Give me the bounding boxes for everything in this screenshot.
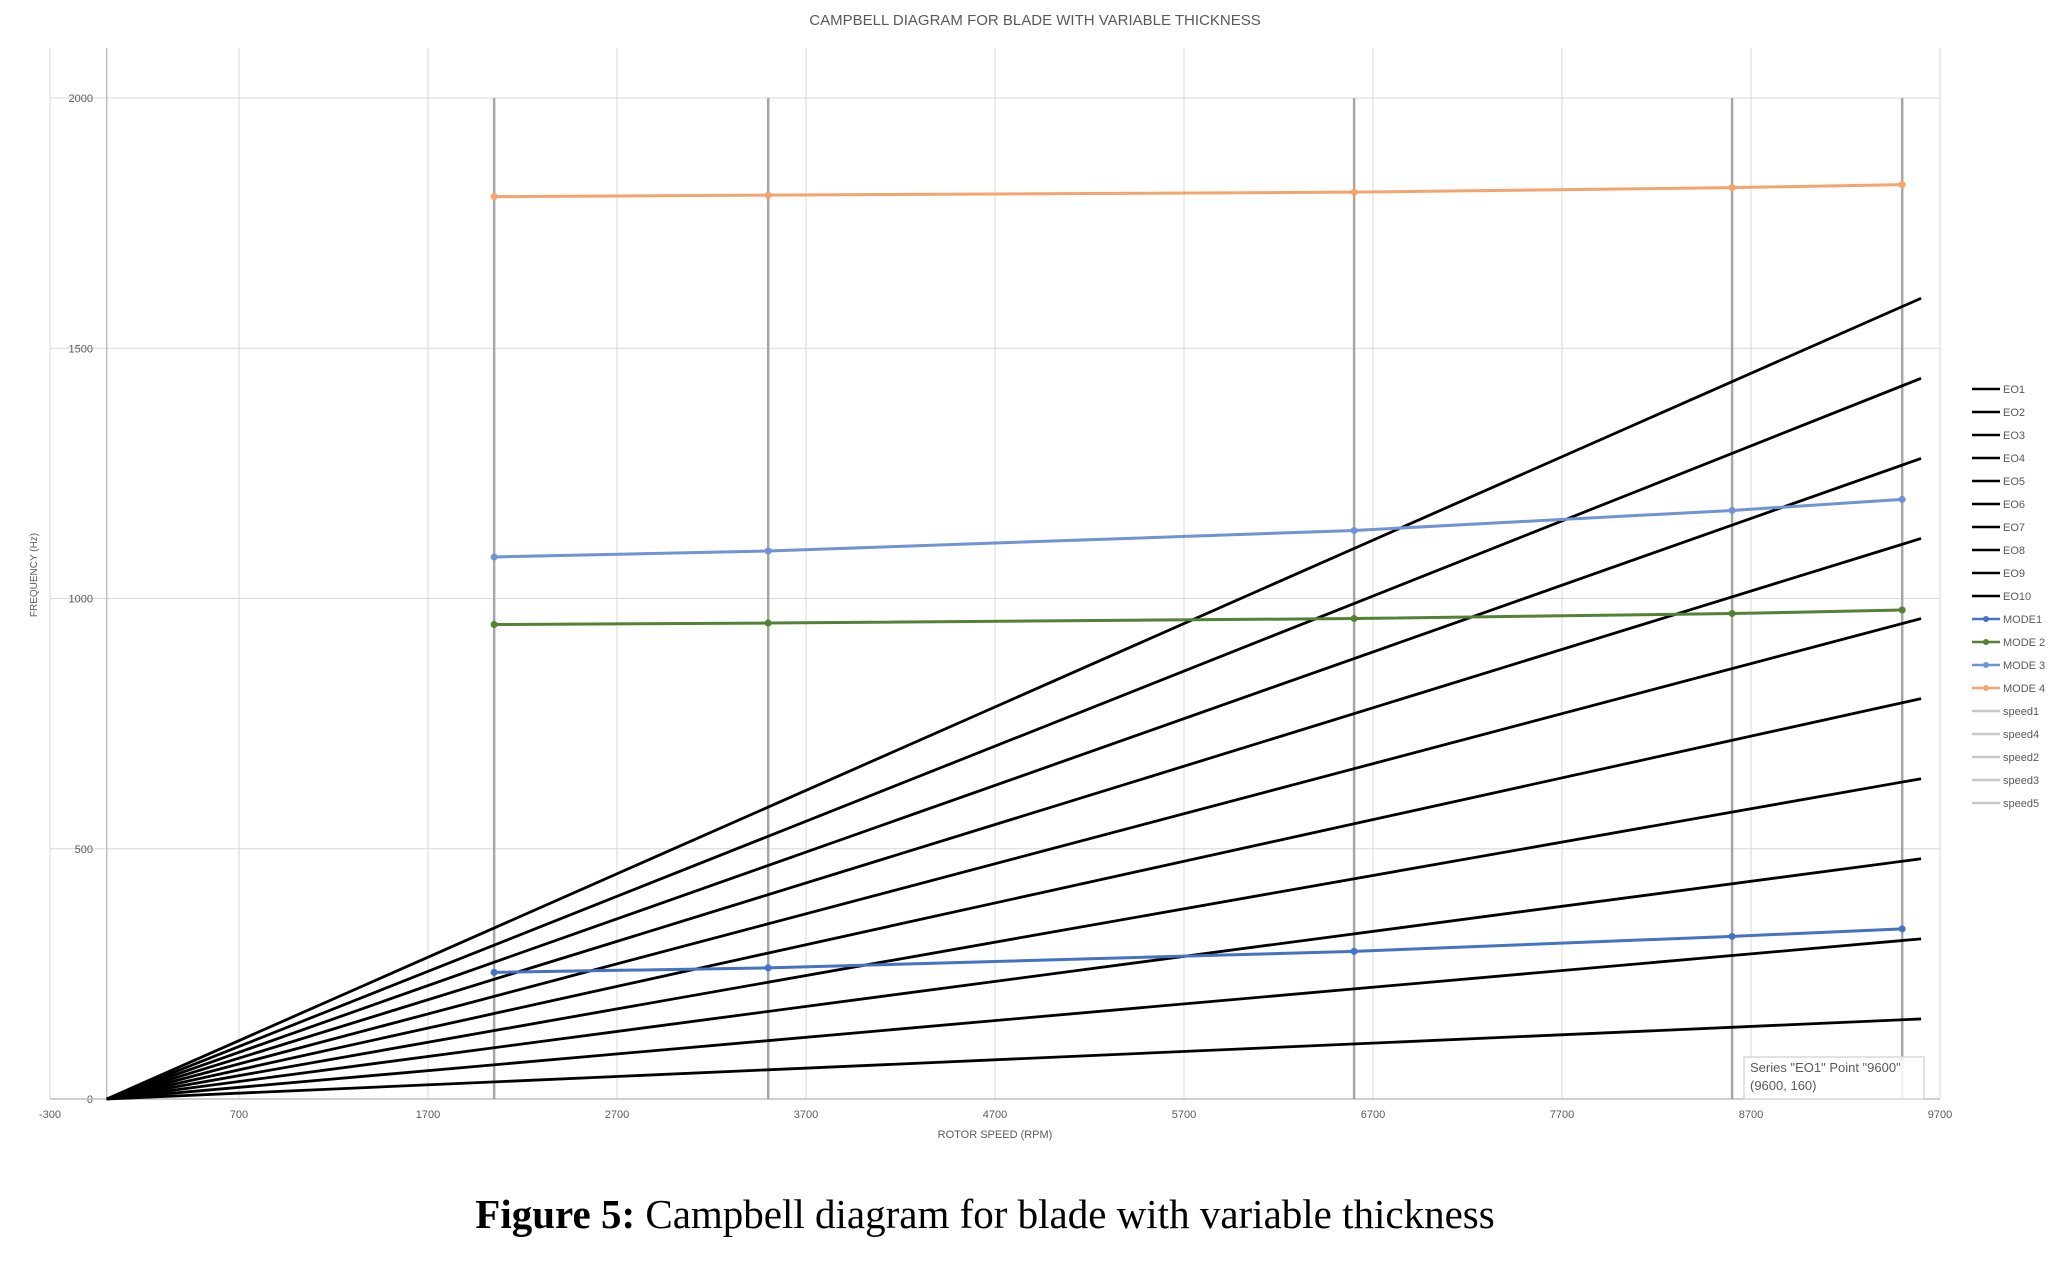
eo-line-eo1 [106,1017,1922,1101]
engine-order-lines [106,296,1922,1101]
mode-line-mode4 [494,183,1903,199]
x-tick-label: 8700 [1739,1109,1763,1121]
legend-label: EO10 [2003,591,2031,603]
mode-lines [490,181,1906,976]
legend-marker [1983,685,1989,691]
legend-marker [1983,639,1989,645]
legend-label: speed3 [2003,775,2039,787]
mode-point-mode4 [764,191,772,199]
data-point-tooltip: Series "EO1" Point "9600" (9600, 160) [1743,1056,1925,1100]
legend-label: speed4 [2003,729,2039,741]
tooltip-box [1743,1056,1925,1100]
mode-point-mode2 [1898,606,1906,614]
eo-line-eo4 [106,777,1922,1101]
legend-marker [1983,662,1989,668]
eo-line-eo6 [106,617,1922,1101]
y-tick-label: 2000 [69,93,93,105]
legend-label: MODE 3 [2003,660,2045,672]
mode-point-mode1 [1728,932,1736,940]
caption-label: Figure 5: [475,1191,636,1237]
mode-point-mode4 [1350,188,1358,196]
legend-label: speed5 [2003,798,2039,810]
legend-label: EO9 [2003,568,2025,580]
mode-point-mode3 [490,553,498,561]
mode-point-mode4 [1898,181,1906,189]
legend-label: MODE 2 [2003,637,2045,649]
x-tick-label: 7700 [1550,1109,1574,1121]
legend-label: EO7 [2003,522,2025,534]
x-tick-label: 700 [230,1109,248,1121]
mode-point-mode1 [764,964,772,972]
legend-label: MODE1 [2003,614,2042,626]
mode-point-mode3 [1350,526,1358,534]
x-axis-title: ROTOR SPEED (RPM) [938,1129,1053,1141]
mode-point-mode3 [1728,506,1736,514]
tooltip-line2: (9600, 160) [1750,1078,1817,1093]
mode-point-mode1 [1898,925,1906,933]
legend-label: EO3 [2003,430,2025,442]
eo-line-eo3 [106,857,1922,1101]
mode-point-mode3 [1898,495,1906,503]
legend-label: speed1 [2003,706,2039,718]
mode-point-mode4 [1728,184,1736,192]
caption-text: Campbell diagram for blade with variable… [645,1191,1495,1237]
legend-label: EO5 [2003,476,2025,488]
mode-point-mode1 [490,968,498,976]
x-tick-label: 4700 [983,1109,1007,1121]
x-tick-label: 1700 [416,1109,440,1121]
mode-point-mode2 [764,619,772,627]
eo-line-eo2 [106,937,1922,1101]
x-tick-label: 5700 [1172,1109,1196,1121]
y-tick-label: 1000 [69,594,93,606]
mode-point-mode2 [490,621,498,629]
eo-line-eo7 [106,537,1922,1101]
y-tick-label: 500 [75,844,93,856]
y-axis-title: FREQUENCY (Hz) [29,533,40,617]
chart-title: CAMPBELL DIAGRAM FOR BLADE WITH VARIABLE… [809,12,1261,29]
x-tick-label: 3700 [794,1109,818,1121]
eo-line-eo10 [106,296,1922,1101]
mode-point-mode2 [1728,610,1736,618]
mode-point-mode3 [764,547,772,555]
axes: -300 700 1700 2700 3700 4700 5700 6700 7700 8700 9… [39,48,1952,1121]
mode-point-mode1 [1350,947,1358,955]
eo-line-eo5 [106,697,1922,1101]
legend-label: speed2 [2003,752,2039,764]
y-tick-label: 0 [87,1094,93,1106]
tooltip-line1: Series "EO1" Point "9600" [1750,1060,1901,1075]
mode-line-mode3 [494,497,1903,559]
x-tick-label: 2700 [605,1109,629,1121]
y-tick-label: 1500 [69,343,93,355]
mode-point-mode2 [1350,615,1358,623]
mode-point-mode4 [490,193,498,201]
legend-label: EO1 [2003,384,2025,396]
x-tick-label: 9700 [1928,1109,1952,1121]
legend: EO1 EO2 EO3 EO4 EO5 EO6 EO7 EO8 EO9 EO10 MODE1 MODE… [1972,384,2045,810]
legend-label: EO8 [2003,545,2025,557]
figure-caption: Figure 5: Campbell diagram for blade wit… [0,1190,1970,1238]
legend-label: EO6 [2003,499,2025,511]
x-tick-label: -300 [39,1109,61,1121]
eo-line-eo9 [106,377,1922,1101]
legend-label: EO2 [2003,407,2025,419]
legend-label: MODE 4 [2003,683,2045,695]
x-tick-label: 6700 [1361,1109,1385,1121]
eo-line-eo8 [106,457,1922,1101]
legend-label: EO4 [2003,453,2025,465]
legend-marker [1983,616,1989,622]
